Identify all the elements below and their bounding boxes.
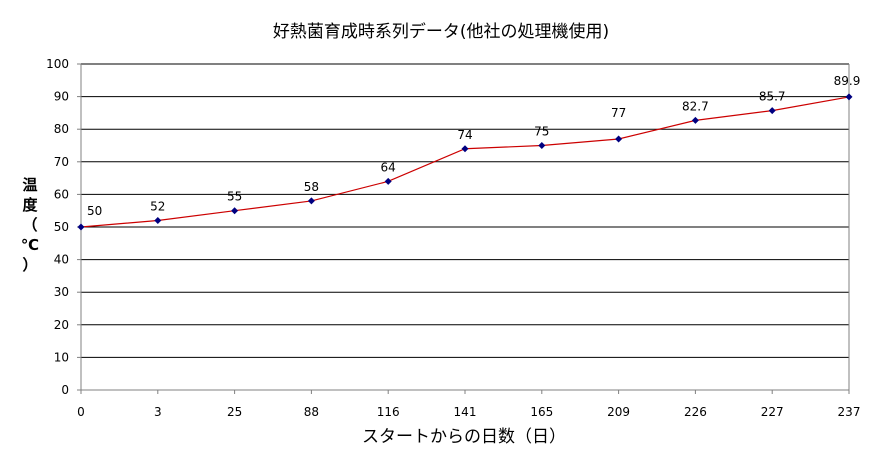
x-tick-label: 227 — [761, 405, 784, 419]
y-tick-label: 40 — [54, 253, 69, 267]
y-axis-label: 温度 （ ℃ ） — [21, 176, 39, 274]
y-tick-label: 30 — [54, 285, 69, 299]
x-tick-label: 3 — [154, 405, 162, 419]
data-point — [691, 116, 699, 124]
series: 50 52 55 58 64 74 75 77 82.7 85.7 89.9 — [77, 74, 861, 231]
data-label: 85.7 — [759, 90, 786, 104]
y-axis-ticks: 0 10 20 30 40 50 60 70 80 90 100 — [46, 57, 81, 397]
data-point — [615, 135, 623, 143]
x-tick-label: 209 — [607, 405, 630, 419]
x-tick-label: 165 — [530, 405, 553, 419]
data-label: 50 — [87, 204, 102, 218]
data-point — [307, 197, 315, 205]
y-tick-label: 20 — [54, 318, 69, 332]
grid-lines — [81, 63, 849, 358]
y-tick-label: 10 — [54, 350, 69, 364]
x-axis-label: スタートからの日数（日） — [362, 427, 566, 447]
data-point — [154, 216, 162, 224]
y-axis-label-char: ℃ — [21, 236, 39, 254]
data-label: 58 — [304, 180, 319, 194]
y-tick-label: 70 — [54, 155, 69, 169]
data-label: 82.7 — [682, 99, 709, 113]
data-point — [384, 177, 392, 185]
data-point — [77, 223, 85, 231]
data-point — [845, 93, 853, 101]
chart-title: 好熱菌育成時系列データ(他社の処理機使用) — [273, 21, 609, 42]
x-tick-label: 0 — [77, 405, 85, 419]
x-tick-label: 25 — [227, 405, 242, 419]
data-point — [461, 145, 469, 153]
x-tick-label: 226 — [684, 405, 707, 419]
y-tick-label: 100 — [46, 57, 69, 71]
y-axis-label-char: （ — [22, 216, 37, 234]
data-point — [231, 207, 239, 215]
data-point — [768, 107, 776, 115]
x-tick-label: 237 — [838, 405, 861, 419]
y-tick-label: 50 — [54, 220, 69, 234]
data-label: 64 — [381, 160, 396, 174]
data-label: 52 — [150, 199, 165, 213]
data-point — [538, 142, 546, 149]
y-tick-label: 0 — [61, 383, 69, 397]
y-tick-label: 90 — [54, 90, 69, 104]
y-axis-label-char: 温 — [22, 176, 37, 194]
data-label: 74 — [457, 128, 472, 142]
x-tick-label: 141 — [454, 405, 477, 419]
y-axis-label-char: ） — [22, 256, 37, 274]
y-axis-label-char: 度 — [22, 196, 38, 214]
y-tick-label: 60 — [54, 187, 69, 201]
y-tick-label: 80 — [54, 122, 69, 136]
x-tick-label: 88 — [304, 405, 319, 419]
data-label: 89.9 — [834, 74, 861, 88]
data-label: 77 — [611, 106, 626, 120]
x-axis-ticks: 0 3 25 88 116 141 165 209 226 227 237 — [77, 390, 860, 419]
data-label: 55 — [227, 190, 242, 204]
data-label: 75 — [534, 125, 549, 139]
x-tick-label: 116 — [377, 405, 400, 419]
